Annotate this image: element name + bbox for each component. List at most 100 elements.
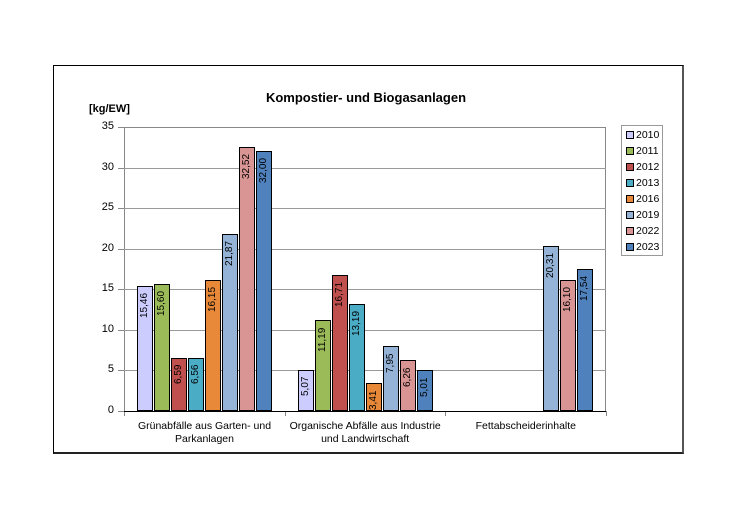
legend-swatch-icon xyxy=(626,131,634,139)
data-label: 6,56 xyxy=(190,364,201,385)
bar-2016 xyxy=(365,383,382,411)
legend-label: 2016 xyxy=(636,193,660,205)
bar-2019 xyxy=(382,346,399,411)
plot-area xyxy=(124,127,606,411)
x-tick xyxy=(284,411,286,416)
y-tick xyxy=(118,289,124,291)
y-tick-label: 10 xyxy=(101,322,114,335)
x-category-label: Grünabfälle aus Garten- und Parkanlagen xyxy=(124,420,285,446)
legend-swatch-icon xyxy=(626,147,634,155)
legend-swatch-icon xyxy=(626,179,634,187)
legend-swatch-icon xyxy=(626,243,634,251)
data-label: 32,00 xyxy=(258,158,269,184)
legend-swatch-icon xyxy=(626,195,634,203)
bar-2012 xyxy=(331,275,348,411)
y-tick xyxy=(118,329,124,331)
y-tick-label: 30 xyxy=(101,160,114,173)
gridline xyxy=(124,370,606,372)
y-tick xyxy=(118,127,124,128)
data-label: 6,59 xyxy=(173,364,184,384)
data-label: 3,41 xyxy=(367,390,379,410)
y-tick-label: 35 xyxy=(101,120,114,132)
category-label-line: und Landwirtschaft xyxy=(321,433,410,445)
bar-2012 xyxy=(171,357,187,411)
legend-item-2019: 2019 xyxy=(626,209,659,221)
x-axis-line xyxy=(124,411,606,412)
legend-label: 2019 xyxy=(636,209,660,221)
legend-label: 2022 xyxy=(636,225,660,237)
legend-label: 2011 xyxy=(636,145,659,157)
legend: 2010 2011 2012 2013 2016 2019 2022 2023 xyxy=(621,125,663,256)
category-label-line: Grünabfälle aus Garten- und xyxy=(137,420,272,432)
x-category-label: Fettabscheiderinhalte xyxy=(445,420,606,433)
data-label: 11,19 xyxy=(316,327,328,353)
bar-2022 xyxy=(239,147,255,411)
legend-label: 2023 xyxy=(636,241,660,253)
y-tick-label: 15 xyxy=(101,282,114,295)
y-tick-label: 25 xyxy=(101,201,114,214)
legend-swatch-icon xyxy=(626,163,634,171)
legend-label: 2010 xyxy=(636,129,660,141)
bar-2019 xyxy=(222,233,238,411)
legend-item-2022: 2022 xyxy=(626,225,659,237)
gridline xyxy=(124,248,606,250)
x-tick xyxy=(445,411,447,416)
bar-2011 xyxy=(154,284,170,411)
data-label: 5,01 xyxy=(418,377,430,397)
data-label: 21,87 xyxy=(224,240,235,266)
legend-item-2011: 2011 xyxy=(626,145,659,157)
data-label: 16,71 xyxy=(333,282,345,308)
y-tick-label: 20 xyxy=(101,241,114,254)
legend-item-2023: 2023 xyxy=(626,241,659,253)
gridline xyxy=(124,167,606,169)
y-tick xyxy=(118,167,124,169)
data-label: 15,46 xyxy=(139,292,150,318)
category-label-line: Parkanlagen xyxy=(175,433,234,445)
x-category-label: Organische Abfälle aus Industrie und Land… xyxy=(285,420,446,446)
y-tick-label: 0 xyxy=(107,404,114,416)
category-label-line: Organische Abfälle aus Industrie xyxy=(289,420,441,432)
y-tick xyxy=(118,370,124,372)
legend-item-2010: 2010 xyxy=(626,129,659,141)
bar-2010 xyxy=(137,285,153,411)
category-label-line: Fettabscheiderinhalte xyxy=(475,420,577,432)
bar-2019 xyxy=(543,246,560,411)
x-tick xyxy=(124,411,125,416)
data-label: 15,60 xyxy=(156,291,167,317)
y-tick xyxy=(118,411,124,412)
chart-title: Kompostier- und Biogasanlagen xyxy=(265,90,467,105)
legend-item-2013: 2013 xyxy=(626,177,659,189)
bar-2023 xyxy=(416,370,433,411)
gridline xyxy=(124,329,606,331)
data-label: 16,15 xyxy=(207,286,218,312)
y-tick xyxy=(118,248,124,250)
gridline xyxy=(124,289,606,291)
bar-2011 xyxy=(314,320,331,411)
data-label: 13,19 xyxy=(350,310,362,336)
bar-2023 xyxy=(577,268,594,411)
bar-2022 xyxy=(399,360,416,411)
y-axis-unit-label: [kg/EW] xyxy=(89,103,130,115)
bar-2013 xyxy=(188,357,204,411)
data-label: 7,95 xyxy=(384,353,396,373)
gridline xyxy=(124,208,606,210)
legend-item-2016: 2016 xyxy=(626,193,659,205)
data-label: 5,07 xyxy=(299,376,311,397)
data-label: 20,31 xyxy=(545,253,557,279)
legend-swatch-icon xyxy=(626,211,634,219)
data-label: 6,26 xyxy=(401,367,413,387)
bar-2010 xyxy=(297,369,314,411)
bar-2016 xyxy=(205,279,221,411)
y-tick-label: 5 xyxy=(107,363,114,376)
bar-2022 xyxy=(560,280,577,411)
bar-2023 xyxy=(256,151,272,411)
legend-swatch-icon xyxy=(626,227,634,235)
legend-label: 2013 xyxy=(636,177,660,189)
y-tick xyxy=(118,208,124,210)
legend-label: 2012 xyxy=(636,161,660,173)
data-label: 16,10 xyxy=(562,287,574,313)
x-tick xyxy=(606,411,607,416)
bar-2013 xyxy=(348,303,365,411)
data-label: 17,54 xyxy=(579,275,591,301)
data-label: 32,52 xyxy=(241,154,252,180)
